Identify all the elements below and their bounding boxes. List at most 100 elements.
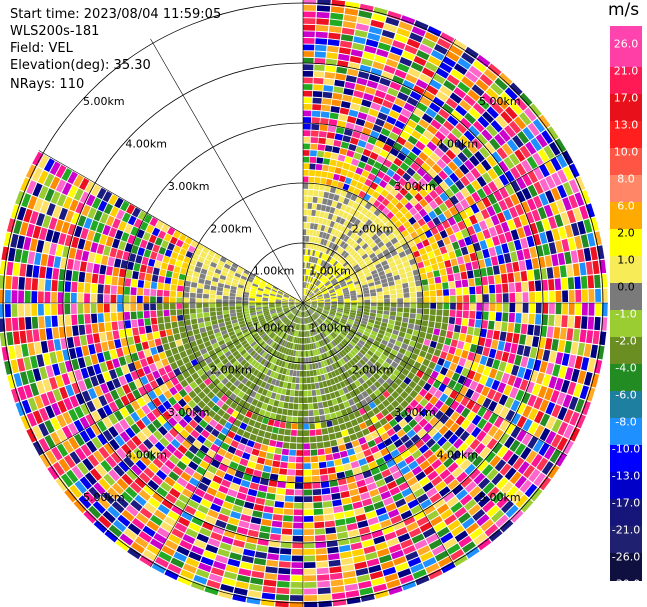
velocity-gate bbox=[153, 387, 163, 397]
velocity-gate bbox=[291, 308, 297, 312]
velocity-gate bbox=[476, 200, 486, 211]
velocity-gate bbox=[380, 519, 392, 529]
velocity-gate bbox=[152, 491, 164, 503]
velocity-gate bbox=[305, 301, 311, 303]
velocity-gate bbox=[405, 73, 418, 84]
velocity-gate bbox=[308, 309, 313, 314]
velocity-gate bbox=[336, 202, 343, 210]
velocity-gate bbox=[370, 430, 380, 439]
velocity-gate bbox=[355, 196, 363, 204]
velocity-gate bbox=[52, 388, 63, 402]
velocity-gate bbox=[145, 450, 156, 462]
velocity-gate bbox=[306, 370, 310, 377]
velocity-gate bbox=[505, 409, 516, 422]
velocity-gate bbox=[178, 493, 190, 504]
velocity-gate bbox=[349, 270, 356, 276]
velocity-gate bbox=[400, 146, 411, 156]
velocity-gate bbox=[212, 324, 219, 330]
velocity-gate bbox=[309, 337, 313, 343]
velocity-gate bbox=[439, 403, 449, 414]
velocity-gate bbox=[579, 329, 587, 343]
velocity-gate bbox=[360, 464, 370, 473]
velocity-gate bbox=[421, 344, 429, 352]
velocity-gate bbox=[244, 446, 253, 454]
velocity-gate bbox=[482, 500, 495, 513]
velocity-gate bbox=[297, 304, 302, 308]
velocity-gate bbox=[321, 288, 327, 292]
velocity-gate bbox=[415, 79, 429, 90]
velocity-gate bbox=[337, 293, 343, 297]
velocity-gate bbox=[514, 97, 528, 111]
velocity-gate bbox=[57, 292, 64, 303]
velocity-gate bbox=[246, 364, 253, 372]
velocity-gate bbox=[279, 314, 285, 318]
velocity-gate bbox=[382, 207, 390, 216]
velocity-gate bbox=[334, 284, 340, 289]
velocity-gate bbox=[404, 211, 413, 220]
velocity-gate bbox=[143, 348, 152, 358]
velocity-gate bbox=[460, 187, 471, 198]
velocity-gate bbox=[353, 424, 361, 433]
velocity-gate bbox=[93, 333, 101, 344]
velocity-gate bbox=[210, 503, 222, 513]
velocity-gate bbox=[495, 350, 503, 361]
velocity-gate bbox=[277, 387, 283, 394]
velocity-gate bbox=[318, 318, 323, 323]
velocity-gate bbox=[124, 242, 133, 253]
velocity-gate bbox=[334, 317, 340, 322]
velocity-gate bbox=[74, 369, 83, 382]
velocity-gate bbox=[358, 175, 367, 184]
velocity-gate bbox=[408, 318, 416, 324]
velocity-gate bbox=[308, 323, 311, 330]
velocity-gate bbox=[328, 553, 340, 561]
velocity-gate bbox=[373, 200, 381, 208]
velocity-gate bbox=[361, 284, 369, 289]
velocity-gate bbox=[314, 237, 319, 244]
velocity-gate bbox=[317, 273, 322, 280]
velocity-gate bbox=[326, 420, 333, 428]
velocity-gate bbox=[315, 164, 323, 171]
velocity-gate bbox=[453, 382, 463, 392]
velocity-gate bbox=[299, 370, 303, 377]
velocity-gate bbox=[331, 331, 338, 338]
velocity-gate bbox=[14, 248, 23, 263]
velocity-gate bbox=[504, 342, 512, 353]
velocity-gate bbox=[451, 372, 461, 382]
velocity-gate bbox=[433, 248, 441, 257]
velocity-gate bbox=[502, 312, 509, 322]
velocity-gate bbox=[452, 355, 460, 365]
velocity-gate bbox=[305, 324, 307, 331]
velocity-gate bbox=[341, 27, 355, 36]
velocity-gate bbox=[245, 495, 256, 503]
velocity-gate bbox=[435, 481, 447, 492]
velocity-gate bbox=[277, 581, 290, 588]
velocity-gate bbox=[358, 580, 372, 589]
velocity-gate bbox=[313, 287, 318, 292]
velocity-gate bbox=[396, 263, 404, 270]
velocity-gate bbox=[450, 400, 460, 411]
velocity-gate bbox=[133, 360, 142, 370]
velocity-gate bbox=[315, 291, 321, 296]
velocity-gate bbox=[375, 541, 388, 551]
velocity-gate bbox=[374, 589, 389, 599]
velocity-gate bbox=[498, 199, 508, 211]
velocity-gate bbox=[318, 300, 324, 302]
velocity-gate bbox=[363, 363, 371, 371]
velocity-gate bbox=[482, 482, 495, 495]
velocity-gate bbox=[487, 275, 495, 285]
velocity-gate bbox=[352, 467, 362, 475]
velocity-gate bbox=[306, 377, 311, 384]
velocity-gate bbox=[133, 262, 141, 272]
velocity-gate bbox=[445, 50, 460, 62]
velocity-gate bbox=[314, 290, 320, 295]
velocity-gate bbox=[171, 347, 179, 355]
velocity-gate bbox=[386, 168, 395, 178]
velocity-gate bbox=[306, 364, 310, 370]
velocity-gate bbox=[300, 311, 302, 318]
velocity-gate bbox=[147, 479, 159, 491]
velocity-gate bbox=[548, 314, 555, 326]
velocity-gate bbox=[365, 454, 375, 464]
velocity-gate bbox=[421, 113, 434, 124]
velocity-gate bbox=[415, 342, 423, 350]
velocity-gate bbox=[504, 397, 515, 409]
